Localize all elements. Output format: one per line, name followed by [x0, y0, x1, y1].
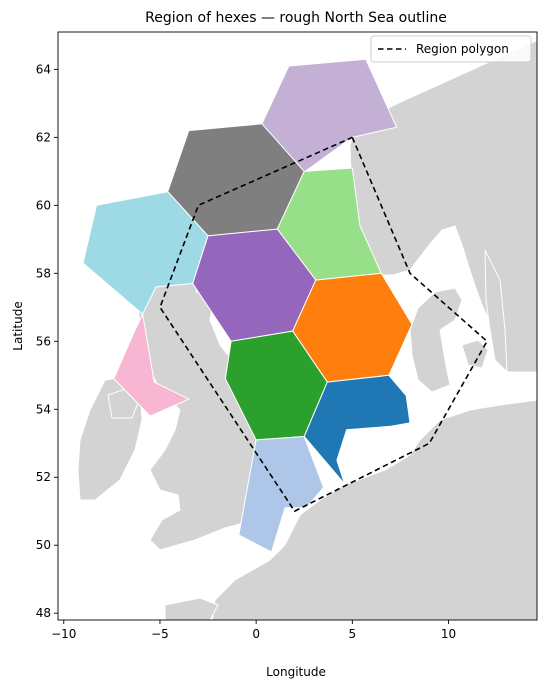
y-tick-label: 62 [36, 130, 51, 144]
y-tick-label: 60 [36, 198, 51, 212]
land-sweden-coast [484, 249, 508, 374]
hex-lightblue [238, 435, 325, 553]
x-tick-label: −10 [51, 627, 76, 641]
land-danish-islands [461, 339, 489, 369]
plot-frame [57, 31, 538, 621]
y-tick-label: 58 [36, 266, 51, 280]
hex-layer [82, 58, 413, 553]
land-continent [211, 399, 537, 620]
y-axis-label: Latitude [11, 301, 25, 350]
region-polygon-line [159, 136, 489, 513]
y-tick-label: 50 [36, 538, 51, 552]
y-tick-label: 48 [36, 606, 51, 620]
y-tick-label: 56 [36, 334, 51, 348]
x-tick-label: 0 [252, 627, 260, 641]
hex-pink [113, 312, 190, 417]
x-axis-ticks: −10 −5 0 5 10 [51, 620, 456, 641]
land-france-coast [164, 597, 219, 620]
x-axis-label: Longitude [266, 665, 326, 679]
x-tick-label: −5 [151, 627, 169, 641]
hex-cyan [82, 191, 209, 315]
x-tick-label: 10 [441, 627, 456, 641]
y-axis-ticks: 48 50 52 54 56 58 60 62 64 [36, 62, 58, 620]
land-masses [77, 39, 537, 620]
legend-box [370, 35, 532, 63]
land-denmark [409, 287, 463, 393]
hex-blue [303, 374, 411, 485]
x-tick-label: 5 [349, 627, 357, 641]
chart-title: Region of hexes — rough North Sea outlin… [145, 10, 447, 26]
y-tick-label: 54 [36, 402, 51, 416]
y-tick-label: 64 [36, 62, 51, 76]
legend: Region polygon [370, 35, 532, 63]
legend-label-region-polygon: Region polygon [416, 42, 509, 56]
y-tick-label: 52 [36, 470, 51, 484]
